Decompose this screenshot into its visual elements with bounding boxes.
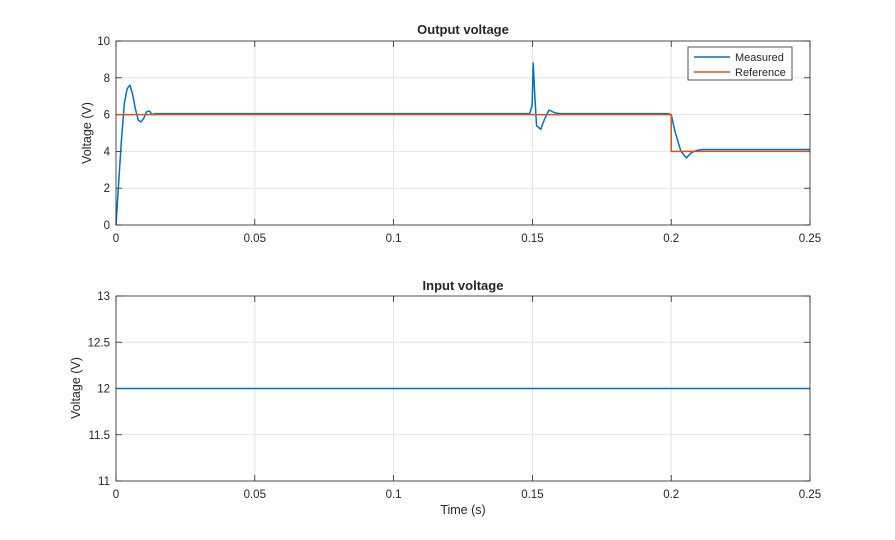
legend-label-reference: Reference	[735, 67, 786, 79]
input-voltage-y-tick-label: 11	[98, 476, 110, 488]
input-voltage-y-tick-label: 13	[97, 291, 110, 303]
input-voltage-y-tick-label: 12	[97, 384, 110, 396]
output-voltage-y-tick-label: 0	[104, 220, 110, 232]
input-voltage-x-tick-label: 0.25	[799, 489, 821, 501]
output-voltage-y-tick-label: 10	[97, 36, 110, 48]
input-voltage-plot-frame	[115, 295, 811, 482]
legend-label-measured: Measured	[735, 52, 784, 64]
output-voltage-x-tick-label: 0.1	[386, 233, 402, 245]
output-voltage-series-reference-line	[116, 113, 810, 153]
input-voltage-ylabel: Voltage (V)	[69, 357, 83, 419]
output-voltage-x-tick-label: 0.15	[521, 233, 543, 245]
output-voltage-y-tick-label: 4	[104, 146, 111, 158]
output-voltage-x-tick-label: 0.05	[244, 233, 266, 245]
input-voltage-x-tick-label: 0.1	[386, 489, 402, 501]
input-voltage-y-tick-label: 12.5	[88, 337, 110, 349]
input-voltage-axes: Input voltage Voltage (V) Time (s) 0 0.05…	[69, 278, 821, 517]
output-voltage-y-tick-label: 8	[104, 73, 110, 85]
output-voltage-x-tick-label: 0	[113, 233, 119, 245]
legend-box	[687, 46, 793, 81]
output-voltage-y-tick-label: 6	[104, 110, 110, 122]
input-voltage-x-tick-label: 0	[113, 489, 119, 501]
input-voltage-x-tick-label: 0.2	[663, 489, 679, 501]
output-voltage-axes: Output voltage Voltage (V) 0 0.05 0.1 0.15 0…	[80, 22, 821, 245]
output-voltage-x-tick-label: 0.2	[663, 233, 679, 245]
output-voltage-series-measured-line	[115, 62, 810, 226]
input-voltage-title: Input voltage	[423, 278, 504, 293]
output-voltage-y-tick-label: 2	[104, 183, 110, 195]
input-voltage-x-tick-label: 0.15	[521, 489, 543, 501]
legend: Measured Reference	[687, 46, 793, 81]
output-voltage-title: Output voltage	[417, 22, 509, 37]
output-voltage-ylabel: Voltage (V)	[80, 102, 94, 164]
output-voltage-plot-frame	[115, 40, 811, 226]
input-voltage-y-tick-label: 11.5	[88, 430, 110, 442]
output-voltage-x-tick-label: 0.25	[799, 233, 821, 245]
input-voltage-x-tick-label: 0.05	[244, 489, 266, 501]
time-xlabel: Time (s)	[440, 503, 485, 517]
